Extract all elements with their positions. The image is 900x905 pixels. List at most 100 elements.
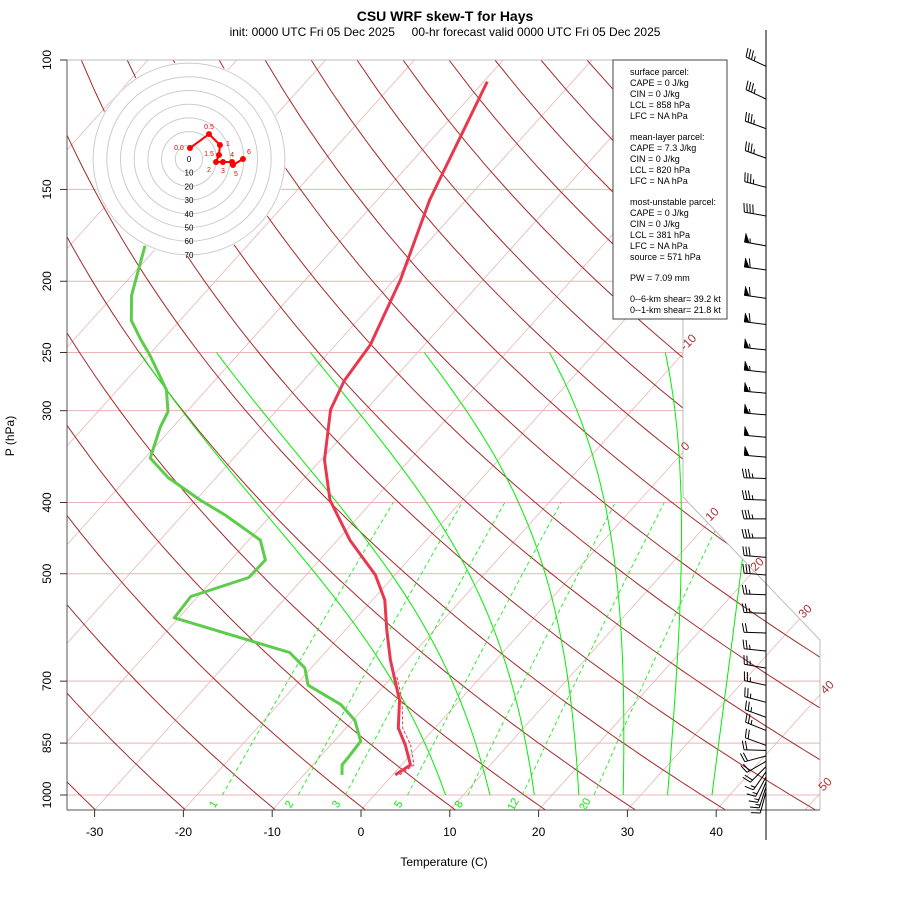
hodograph-point-label: 0.5: [204, 124, 214, 131]
wind-barb-shaft: [743, 655, 767, 669]
hodograph-ring-label: 20: [185, 182, 194, 191]
dry-adiabat: [67, 60, 727, 810]
wind-barb: [740, 760, 767, 773]
wind-barb: [744, 172, 767, 188]
wind-barb: [743, 403, 767, 416]
mixing-ratio-label: 8: [453, 799, 466, 810]
wind-barbs: [740, 30, 767, 840]
wind-barb: [741, 603, 767, 614]
y-axis-label: P (hPa): [3, 416, 17, 456]
surface-parcel-value: CIN = 0 J/kg: [630, 89, 680, 99]
wind-barb-shaft: [748, 781, 767, 803]
wind-barb: [743, 256, 767, 271]
mixing-ratio-line: [521, 502, 665, 796]
wind-barb: [745, 47, 767, 67]
isotherm-label: -10: [677, 331, 699, 353]
surface-parcel-header: surface parcel:: [630, 67, 689, 77]
wind-barb: [741, 623, 767, 634]
wind-barb-flag: [743, 425, 750, 437]
dry-adiabat: [80, 60, 817, 810]
mixing-ratio-label: 2: [283, 799, 296, 810]
dry-adiabat: [816, 60, 820, 810]
axes: 1 2 3 5 8 12 201001502002503004005007008501000…: [40, 50, 837, 839]
hodograph-point-label: 4: [230, 152, 234, 159]
mean-layer-parcel-header: mean-layer parcel:: [630, 132, 705, 142]
hodograph-point: [216, 152, 223, 159]
isotherm: [626, 60, 820, 810]
wind-barb-shaft: [744, 700, 767, 718]
x-tick-label: 20: [532, 825, 546, 839]
isotherm: [67, 60, 430, 810]
y-tick-label: 100: [40, 50, 54, 70]
wind-barb-shaft: [744, 111, 767, 130]
most-unstable-parcel-value: LCL = 381 hPa: [630, 230, 690, 240]
wind-barb-shaft: [740, 752, 767, 763]
wind-barb-shaft: [742, 546, 767, 558]
profiles: [129, 80, 489, 777]
wind-barb: [744, 728, 767, 746]
hodograph-point: [212, 159, 219, 166]
most-unstable-parcel-header: most-unstable parcel:: [630, 197, 716, 207]
isotherm-label: 50: [815, 774, 835, 794]
wind-barb-flag: [743, 337, 750, 349]
hodograph-ring: [92, 62, 286, 256]
y-tick-label: 200: [40, 271, 54, 291]
hodograph-point-label: 0.0: [174, 145, 184, 152]
moist-adiabat: [423, 352, 580, 796]
wind-barb-shaft: [741, 603, 767, 614]
hodograph-ring-label: 40: [185, 210, 194, 219]
x-tick-label: -30: [86, 825, 104, 839]
wind-barb-shaft: [741, 623, 767, 634]
wind-barb-flag: [743, 360, 750, 371]
hodograph-point: [216, 142, 223, 149]
mixing-ratio-line: [222, 502, 394, 796]
wind-barb: [749, 786, 767, 809]
hodograph: 0 10 20 30 40 50 60 70 0.0 0.5 1 1.5 2 3 4 5 6: [92, 62, 286, 260]
dry-adiabat: [172, 60, 820, 810]
dry-adiabat: [67, 60, 277, 810]
wind-barb-flag: [743, 311, 750, 323]
hodograph-ring-label: 30: [185, 196, 194, 205]
y-tick-label: 1000: [40, 781, 54, 808]
wind-barb-shaft: [742, 766, 767, 783]
hodograph-ring: [147, 117, 231, 201]
y-tick-label: 500: [40, 563, 54, 583]
wind-barb: [743, 202, 767, 217]
wind-barb-flag: [743, 381, 750, 392]
wind-barb: [746, 776, 767, 797]
wind-barb-shaft: [745, 713, 767, 731]
moist-adiabat: [216, 352, 491, 796]
hodograph-point-label: 1: [226, 141, 230, 148]
wind-barb-shaft: [741, 528, 766, 539]
hodograph-point: [229, 162, 236, 169]
parcel-line: [396, 676, 415, 776]
temperature-line: [323, 80, 489, 777]
wind-barb-shaft: [741, 468, 767, 479]
wind-barb: [742, 563, 767, 576]
y-tick-label: 300: [40, 400, 54, 420]
hodograph-point-label: 6: [247, 149, 251, 156]
wind-barb: [740, 752, 767, 763]
isotherm: [893, 44, 900, 811]
wind-barb-flag: [743, 256, 750, 268]
x-tick-label: 10: [443, 825, 457, 839]
y-tick-label: 150: [40, 179, 54, 199]
wind-barb: [742, 546, 767, 558]
wind-barb: [743, 425, 767, 438]
isotherm: [67, 60, 519, 810]
dry-adiabat: [67, 60, 457, 810]
most-unstable-parcel-value: source = 571 hPa: [630, 252, 701, 262]
wind-barb-shaft: [741, 490, 767, 501]
chart-subtitle: init: 0000 UTC Fri 05 Dec 2025 00-hr for…: [230, 25, 661, 39]
mean-layer-parcel-value: LCL = 820 hPa: [630, 165, 690, 175]
mean-layer-parcel-value: CAPE = 7.3 J/kg: [630, 143, 696, 153]
wind-barb-shaft: [751, 791, 767, 814]
wind-barb: [742, 639, 767, 652]
y-tick-label: 400: [40, 492, 54, 512]
wind-barb: [741, 740, 767, 752]
hodograph-ring-label: 10: [185, 169, 194, 178]
wind-barb-shaft: [741, 584, 767, 596]
wind-barb-shaft: [749, 786, 767, 809]
isotherm: [271, 60, 820, 810]
